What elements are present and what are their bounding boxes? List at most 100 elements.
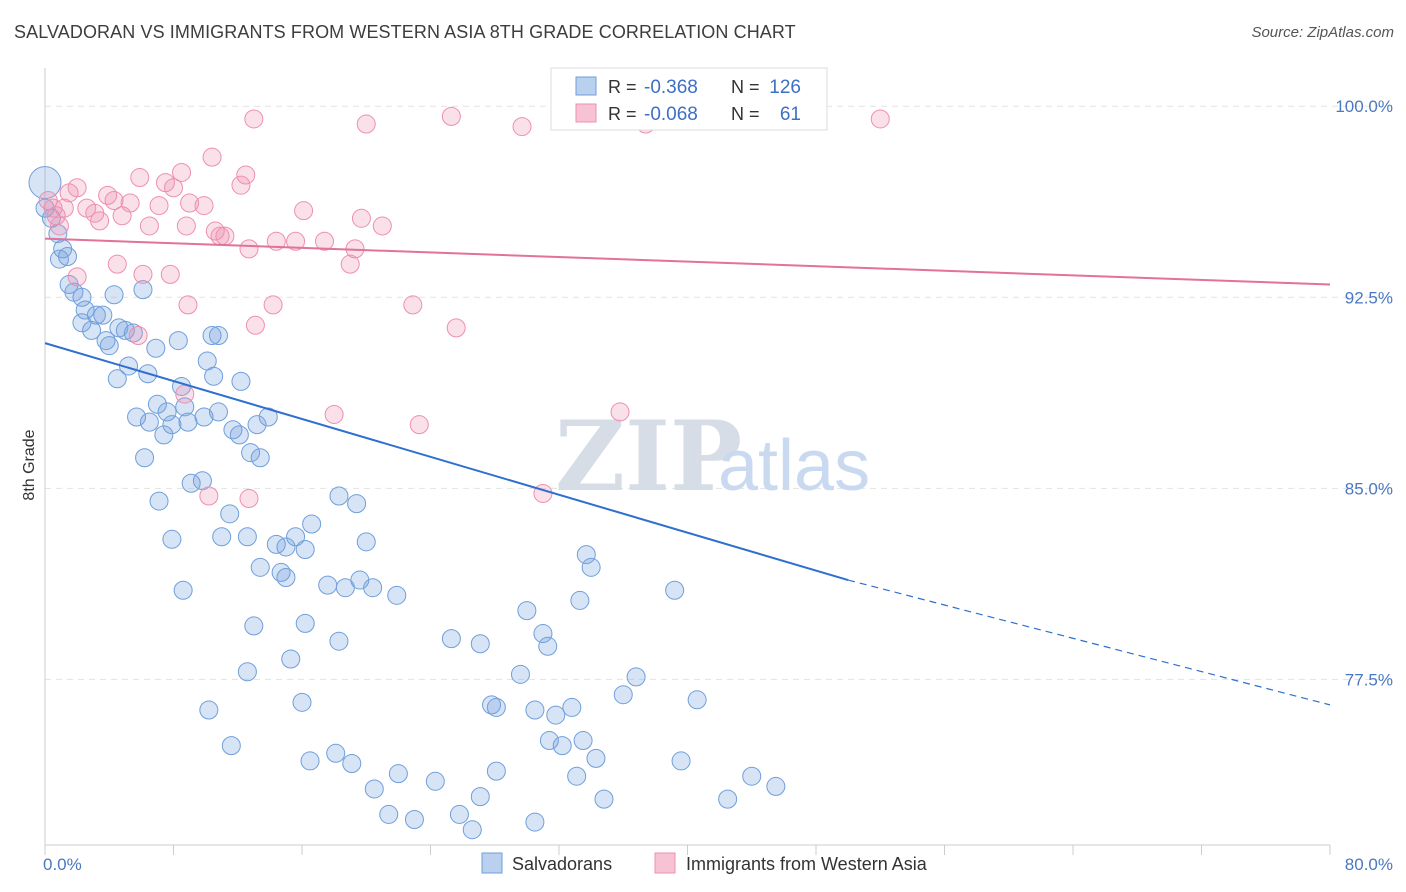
western-asia-point <box>324 404 344 424</box>
salvadoran-point <box>181 473 201 493</box>
western-asia-point <box>294 201 314 221</box>
salvadoran-point <box>127 407 147 427</box>
salvadoran-point <box>204 366 224 386</box>
axes <box>44 68 1331 855</box>
salvadoran-point <box>123 323 143 343</box>
salvadoran-point <box>281 649 301 669</box>
salvadoran-point <box>318 575 338 595</box>
salvadoran-point <box>687 690 707 710</box>
salvadoran-point <box>292 692 312 712</box>
salvadoran-point <box>329 631 349 651</box>
salvadorans-trend-extension <box>847 579 1331 706</box>
salvadoran-point <box>221 736 241 756</box>
stats-legend: R = -0.368 N = 126 R = -0.068 N = 61 <box>550 67 828 131</box>
western-asia-point <box>43 198 63 218</box>
salvadoran-point <box>223 420 243 440</box>
salvadoran-point <box>96 331 116 351</box>
western-asia-point <box>409 415 429 435</box>
salvadoran-point <box>766 776 786 796</box>
western-asia-point <box>870 109 890 129</box>
salvadoran-point <box>229 425 249 445</box>
western-asia-point <box>128 325 148 345</box>
salvadoran-point <box>72 313 92 333</box>
salvadoran-point <box>533 624 553 644</box>
salvadoran-point <box>178 412 198 432</box>
salvadoran-point <box>107 369 127 389</box>
western-asia-point <box>104 190 124 210</box>
salvadoran-point <box>363 578 383 598</box>
salvadoran-point <box>162 415 182 435</box>
salvadoran-point <box>244 616 264 636</box>
salvadoran-point <box>202 325 222 345</box>
y-tick-label-2: 85.0% <box>1345 479 1393 498</box>
watermark-zip: ZIP <box>555 400 742 513</box>
salvadoran-point <box>613 685 633 705</box>
western-asia-point <box>180 193 200 213</box>
salvadoran-point <box>300 751 320 771</box>
western-asia-point <box>512 117 532 137</box>
western-asia-point <box>130 168 150 188</box>
salvadoran-point <box>75 300 95 320</box>
salvadoran-point <box>135 448 155 468</box>
western-asia-point <box>403 295 423 315</box>
western-asia-point <box>176 216 196 236</box>
western-asia-point <box>194 196 214 216</box>
legend-salvadorans-swatch <box>481 852 503 874</box>
western-asia-trend-line <box>44 237 1331 286</box>
salvadoran-point <box>208 325 228 345</box>
salvadoran-point <box>250 448 270 468</box>
western-asia-point <box>351 208 371 228</box>
western-asia-point <box>202 147 222 167</box>
salvadoran-point <box>379 804 399 824</box>
legend-swatch-pink <box>575 103 597 123</box>
salvadoran-point <box>425 771 445 791</box>
salvadoran-point <box>718 789 738 809</box>
x-tick-label-0: 0.0% <box>43 855 82 874</box>
legend-r-value-2: -0.068 <box>644 104 698 125</box>
western-asia-point <box>107 254 127 274</box>
salvadoran-point <box>356 532 376 552</box>
salvadorans-trend-line <box>44 342 849 582</box>
salvadoran-point <box>99 336 119 356</box>
salvadoran-point <box>525 812 545 832</box>
series-legend: Salvadorans Immigrants from Western Asia <box>481 852 928 874</box>
salvadoran-point <box>82 320 102 340</box>
western-asia-point <box>49 216 69 236</box>
y-tick-label-0: 100.0% <box>1335 97 1393 116</box>
western-asia-point <box>160 264 180 284</box>
salvadoran-point <box>237 662 257 682</box>
western-asia-point <box>610 402 630 422</box>
y-axis-title: 8th Grade <box>21 429 38 500</box>
watermark-atlas: atlas <box>718 426 870 506</box>
salvadoran-point <box>104 285 124 305</box>
salvadoran-point <box>146 338 166 358</box>
salvadoran-point <box>115 320 135 340</box>
western-asia-point <box>164 178 183 198</box>
legend-western-asia-label: Immigrants from Western Asia <box>686 854 928 874</box>
legend-swatch-blue <box>575 76 597 96</box>
salvadoran-point <box>441 629 461 649</box>
salvadoran-point <box>173 580 193 600</box>
western-asia-point <box>441 106 461 126</box>
western-asia-point <box>90 211 110 231</box>
salvadoran-point <box>388 764 408 784</box>
western-asia-point <box>446 318 466 338</box>
western-asia-point <box>372 216 392 236</box>
salvadoran-point <box>276 537 296 557</box>
salvadoran-point <box>154 425 174 445</box>
western-asia-point <box>67 178 87 198</box>
western-asia-point <box>215 226 235 246</box>
salvadoran-point <box>342 753 362 773</box>
western-asia-point <box>149 196 169 216</box>
western-asia-point <box>178 295 198 315</box>
salvadoran-point <box>133 280 153 300</box>
western-asia-point <box>46 206 66 226</box>
western-asia-point <box>54 198 74 218</box>
salvadoran-point <box>231 371 251 391</box>
salvadoran-point <box>562 697 582 717</box>
salvadoran-point <box>347 494 367 514</box>
salvadoran-point <box>329 486 349 506</box>
salvadoran-point <box>295 613 315 633</box>
salvadoran-point <box>546 705 566 725</box>
